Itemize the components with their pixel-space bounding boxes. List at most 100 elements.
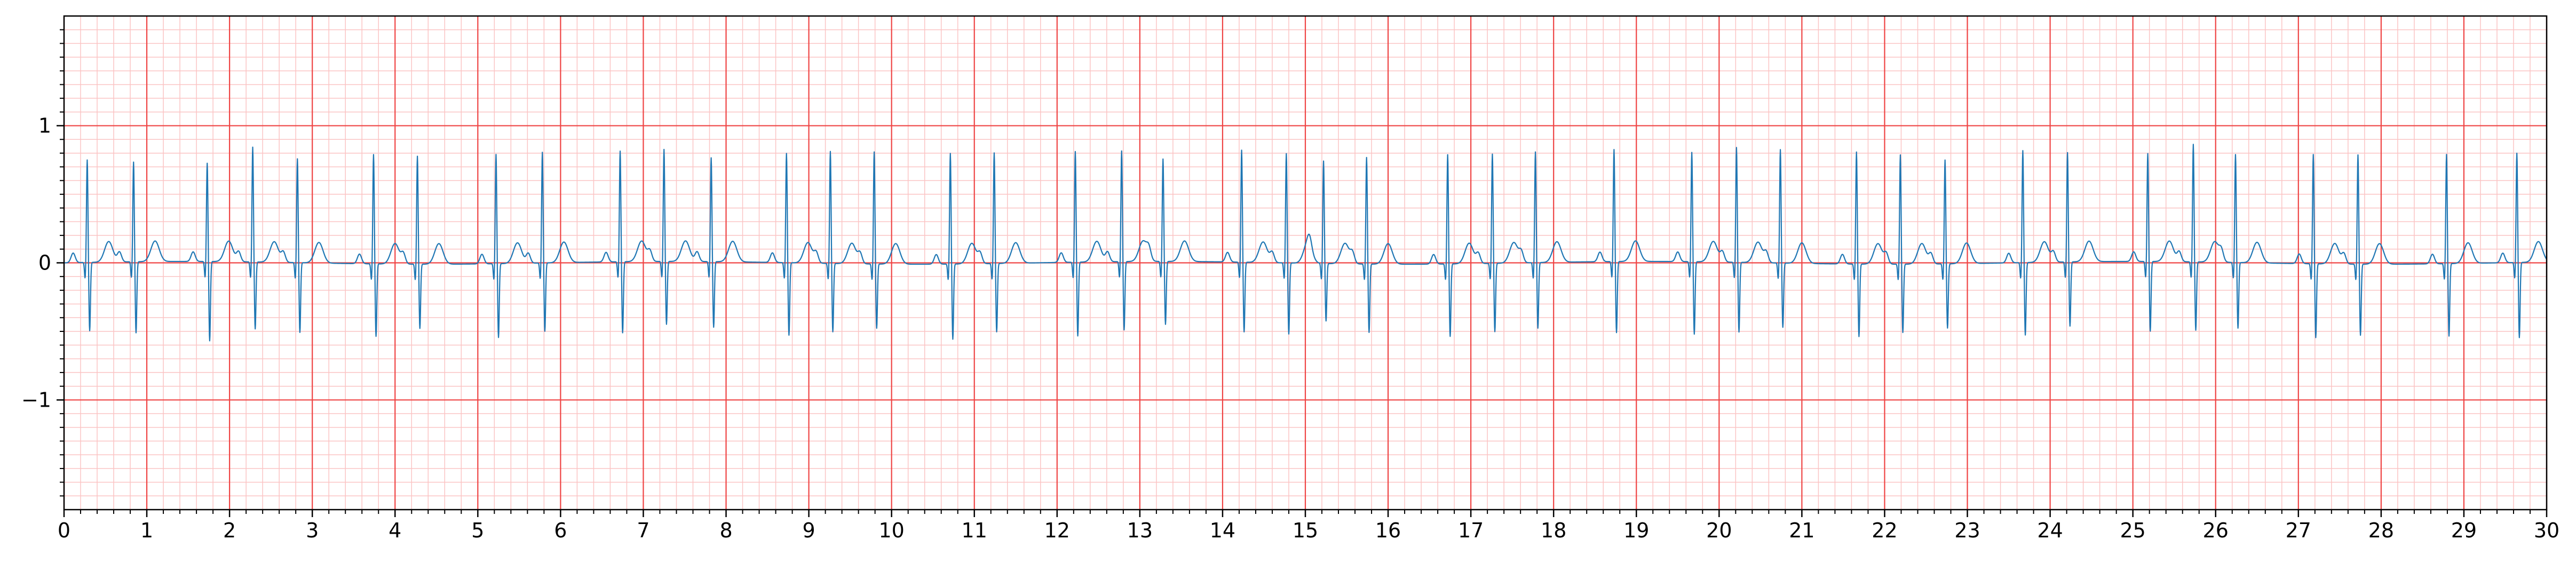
r-peak-point xyxy=(297,158,298,159)
x-tick-label: 29 xyxy=(2451,519,2477,542)
series-layer xyxy=(64,144,2547,343)
x-tick-label: 27 xyxy=(2286,519,2311,542)
x-tick-label: 4 xyxy=(389,519,401,542)
r-peak-point xyxy=(542,151,543,152)
x-tick-label: 26 xyxy=(2203,519,2229,542)
r-peak-point xyxy=(1323,160,1324,161)
s-trough-point xyxy=(1537,328,1539,329)
x-tick-label: 18 xyxy=(1541,519,1566,542)
axis-ticks xyxy=(57,29,2548,517)
x-tick-label: 11 xyxy=(962,519,987,542)
r-peak-point xyxy=(2357,153,2358,154)
r-peak-point xyxy=(252,147,253,148)
r-peak-point xyxy=(2022,150,2023,151)
y-tick-label: 0 xyxy=(38,251,51,275)
s-trough-point xyxy=(713,328,714,329)
s-trough-point xyxy=(1738,332,1739,333)
r-peak-point xyxy=(950,151,951,152)
r-peak-point xyxy=(1366,155,1367,156)
r-peak-point xyxy=(663,150,664,151)
s-trough-point xyxy=(2448,335,2450,336)
s-trough-point xyxy=(1858,335,1859,336)
r-peak-point xyxy=(1535,151,1536,152)
r-peak-point xyxy=(133,162,134,163)
r-peak-point xyxy=(994,151,995,152)
x-tick-label: 6 xyxy=(554,519,567,542)
s-trough-point xyxy=(419,327,421,328)
x-tick-label: 24 xyxy=(2037,519,2063,542)
s-trough-point xyxy=(788,335,789,336)
major-grid xyxy=(63,16,2548,510)
r-peak-point xyxy=(1736,147,1737,148)
s-trough-point xyxy=(299,332,300,333)
x-tick-label: 21 xyxy=(1789,519,1814,542)
r-peak-point xyxy=(1121,151,1122,152)
r-peak-point xyxy=(1492,153,1493,154)
x-tick-label: 22 xyxy=(1872,519,1897,542)
r-peak-point xyxy=(2235,154,2236,155)
s-trough-point xyxy=(2315,336,2316,337)
s-trough-point xyxy=(209,342,210,343)
r-peak-point xyxy=(1447,153,1448,154)
r-peak-point xyxy=(207,163,208,164)
r-peak-point xyxy=(1856,150,1857,151)
r-peak-point xyxy=(2313,153,2314,154)
x-tick-label: 10 xyxy=(878,519,904,542)
r-peak-point xyxy=(2147,154,2148,155)
s-trough-point xyxy=(1694,335,1695,336)
s-trough-point xyxy=(2237,328,2238,329)
r-peak-point xyxy=(86,160,88,161)
s-trough-point xyxy=(1326,320,1327,321)
r-peak-point xyxy=(2516,153,2517,154)
r-peak-point xyxy=(2446,153,2447,154)
x-tick-label: 28 xyxy=(2368,519,2394,542)
s-trough-point xyxy=(666,325,667,326)
x-tick-label: 25 xyxy=(2120,519,2145,542)
s-trough-point xyxy=(2195,331,2196,332)
s-trough-point xyxy=(1165,325,1166,326)
s-trough-point xyxy=(89,331,90,332)
s-trough-point xyxy=(952,338,953,339)
ecg-series-line xyxy=(64,144,2547,342)
s-trough-point xyxy=(832,331,833,332)
x-tick-label: 19 xyxy=(1623,519,1649,542)
s-trough-point xyxy=(2070,327,2071,328)
x-tick-label: 12 xyxy=(1044,519,1070,542)
s-trough-point xyxy=(996,331,997,332)
s-trough-point xyxy=(2519,338,2520,339)
x-tick-label: 30 xyxy=(2534,519,2559,542)
s-trough-point xyxy=(1782,327,1784,328)
s-trough-point xyxy=(255,329,256,330)
x-tick-label: 23 xyxy=(1954,519,1980,542)
x-tick-label: 8 xyxy=(719,519,732,542)
r-peak-point xyxy=(830,150,831,151)
x-tick-label: 3 xyxy=(306,519,319,542)
r-peak-point xyxy=(620,151,621,152)
s-trough-point xyxy=(1902,331,1903,332)
r-peak-point xyxy=(1613,150,1614,151)
x-tick-label: 20 xyxy=(1706,519,1732,542)
x-tick-label: 17 xyxy=(1458,519,1484,542)
s-trough-point xyxy=(1449,335,1451,336)
x-tick-label: 13 xyxy=(1127,519,1153,542)
s-trough-point xyxy=(375,335,376,336)
r-peak-point xyxy=(417,154,418,155)
s-trough-point xyxy=(544,331,545,332)
r-peak-point xyxy=(495,153,496,154)
r-peak-point xyxy=(1286,153,1287,154)
r-peak-point xyxy=(710,158,711,159)
r-peak-point xyxy=(1241,150,1242,151)
s-trough-point xyxy=(2360,334,2361,335)
s-trough-point xyxy=(1947,327,1948,328)
x-tick-labels: 0 1 2 3 4 5 6 7 8 9 10 11 12 13 14 15 16 17 18 19 20 21 22 23 24… xyxy=(58,519,2559,542)
s-trough-point xyxy=(1494,331,1495,332)
x-tick-label: 14 xyxy=(1210,519,1235,542)
y-tick-label: −1 xyxy=(21,388,51,411)
y-tick-labels: −1 0 1 xyxy=(21,114,51,412)
s-trough-point xyxy=(1077,336,1078,337)
s-trough-point xyxy=(1288,334,1289,335)
x-tick-label: 9 xyxy=(803,519,815,542)
s-trough-point xyxy=(2025,335,2026,336)
r-peak-point xyxy=(373,153,374,154)
s-trough-point xyxy=(876,327,877,328)
